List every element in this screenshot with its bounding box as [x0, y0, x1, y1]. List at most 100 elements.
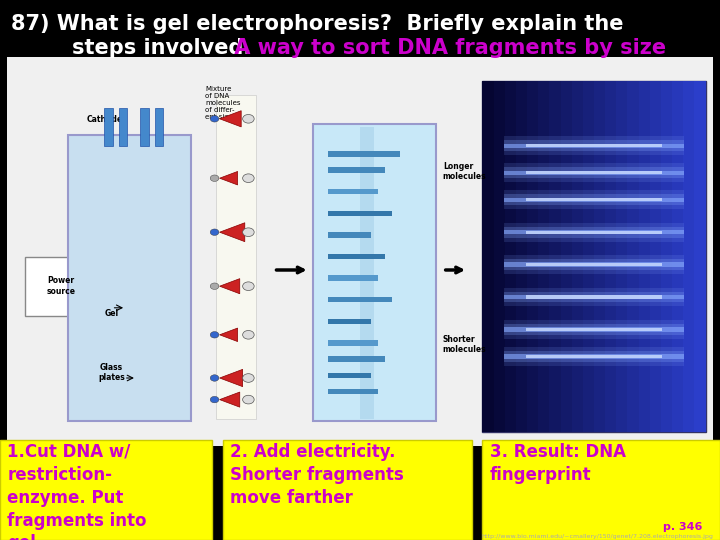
Bar: [672, 81, 683, 432]
Bar: [504, 259, 684, 270]
Bar: [539, 81, 549, 432]
Text: p. 346: p. 346: [662, 522, 702, 532]
Polygon shape: [220, 223, 245, 241]
Text: steps involved.: steps involved.: [43, 38, 251, 58]
Bar: [504, 136, 684, 156]
Bar: [7, 57, 713, 446]
Bar: [119, 108, 127, 146]
Bar: [683, 81, 695, 432]
Bar: [526, 355, 662, 358]
Circle shape: [210, 229, 219, 235]
Bar: [482, 440, 720, 540]
FancyBboxPatch shape: [313, 124, 436, 421]
Bar: [504, 222, 684, 241]
Bar: [328, 151, 400, 157]
Circle shape: [243, 174, 254, 183]
Bar: [504, 255, 684, 274]
Text: A way to sort DNA fragments by size: A way to sort DNA fragments by size: [227, 38, 666, 58]
Bar: [328, 275, 378, 281]
Bar: [504, 327, 684, 332]
Bar: [504, 227, 684, 238]
Bar: [328, 232, 371, 238]
Circle shape: [210, 175, 219, 181]
Bar: [328, 356, 385, 362]
Circle shape: [243, 114, 254, 123]
Text: Shorter
molecules: Shorter molecules: [443, 335, 487, 354]
Bar: [526, 144, 662, 147]
Bar: [504, 230, 684, 234]
Bar: [104, 108, 113, 146]
Bar: [328, 340, 378, 346]
Bar: [504, 163, 684, 182]
Bar: [628, 81, 639, 432]
Polygon shape: [220, 172, 238, 185]
Bar: [328, 211, 392, 216]
Bar: [328, 167, 385, 173]
Bar: [0, 440, 212, 540]
Bar: [328, 319, 371, 324]
Bar: [504, 292, 684, 302]
Bar: [360, 127, 374, 418]
Bar: [526, 295, 662, 299]
Bar: [155, 108, 163, 146]
Bar: [504, 262, 684, 267]
Bar: [661, 81, 672, 432]
Text: 3. Result: DNA
fingerprint: 3. Result: DNA fingerprint: [490, 443, 626, 484]
Bar: [526, 328, 662, 331]
Circle shape: [210, 283, 219, 289]
Bar: [328, 254, 385, 259]
Text: Mixture
of DNA
molecules
of differ-
ent sizes: Mixture of DNA molecules of differ- ent …: [205, 86, 240, 120]
FancyBboxPatch shape: [68, 135, 191, 421]
Bar: [504, 347, 684, 366]
Bar: [140, 108, 149, 146]
Bar: [504, 190, 684, 209]
Bar: [527, 81, 538, 432]
Bar: [494, 81, 505, 432]
Bar: [526, 231, 662, 234]
Bar: [583, 81, 594, 432]
Polygon shape: [220, 328, 238, 342]
Bar: [526, 198, 662, 201]
Bar: [328, 297, 392, 302]
Bar: [223, 440, 472, 540]
Circle shape: [210, 396, 219, 403]
FancyBboxPatch shape: [482, 81, 706, 432]
Bar: [572, 81, 583, 432]
Bar: [504, 324, 684, 335]
Bar: [328, 189, 378, 194]
Bar: [504, 171, 684, 175]
Text: 2. Add electricity.
Shorter fragments
move farther: 2. Add electricity. Shorter fragments mo…: [230, 443, 404, 507]
Text: Power
source: Power source: [47, 276, 76, 296]
Bar: [504, 354, 684, 359]
Bar: [328, 389, 378, 394]
Circle shape: [243, 228, 254, 237]
Bar: [505, 81, 516, 432]
Circle shape: [243, 374, 254, 382]
Circle shape: [243, 395, 254, 404]
Bar: [482, 81, 494, 432]
Polygon shape: [220, 392, 240, 407]
Circle shape: [243, 330, 254, 339]
Text: Gel: Gel: [104, 309, 119, 318]
Bar: [504, 140, 684, 151]
Bar: [594, 81, 605, 432]
Circle shape: [210, 116, 219, 122]
Bar: [516, 81, 527, 432]
Bar: [549, 81, 560, 432]
Circle shape: [210, 332, 219, 338]
Bar: [504, 198, 684, 202]
Bar: [561, 81, 572, 432]
Circle shape: [210, 375, 219, 381]
Text: Longer
molecules: Longer molecules: [443, 162, 487, 181]
Text: Glass
plates: Glass plates: [98, 363, 125, 382]
Bar: [616, 81, 628, 432]
Polygon shape: [220, 279, 240, 294]
Bar: [216, 94, 256, 419]
Text: 1.Cut DNA w/
restriction-
enzyme. Put
fragments into
gel.: 1.Cut DNA w/ restriction- enzyme. Put fr…: [7, 443, 147, 540]
Bar: [504, 295, 684, 299]
Bar: [504, 287, 684, 306]
Text: http://www.bio.miami.edu/~cmallery/150/genet/7.208.electrophoresis.jpg: http://www.bio.miami.edu/~cmallery/150/g…: [481, 534, 713, 539]
Circle shape: [243, 282, 254, 291]
Bar: [650, 81, 661, 432]
FancyBboxPatch shape: [25, 256, 97, 316]
